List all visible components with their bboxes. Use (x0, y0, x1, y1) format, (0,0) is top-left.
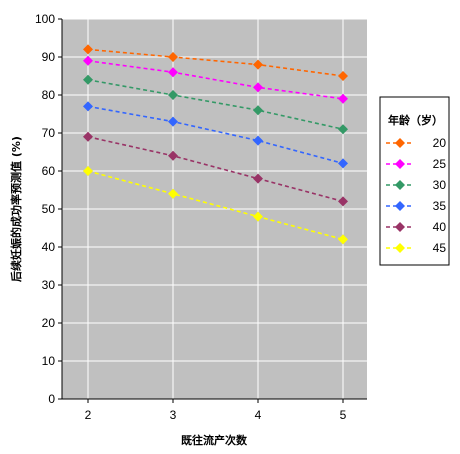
data-point (338, 93, 348, 104)
legend-label: 30 (433, 178, 447, 192)
y-tick-label: 10 (42, 354, 56, 368)
series-line (87, 79, 344, 130)
y-tick-label: 90 (42, 50, 56, 64)
data-point (83, 74, 93, 85)
series-line (87, 60, 344, 100)
x-tick-label: 4 (255, 408, 262, 422)
data-point (253, 211, 263, 222)
y-axis: 0 10 20 30 40 50 60 70 80 90 100 (35, 12, 63, 406)
series-40 (83, 131, 348, 207)
legend-marker (395, 159, 405, 169)
data-point (338, 234, 348, 245)
legend-label: 35 (433, 199, 447, 213)
series-20 (83, 44, 348, 81)
series-line (87, 170, 344, 241)
data-point (253, 59, 263, 70)
legend-marker (395, 201, 405, 211)
data-point (338, 124, 348, 135)
legend-label: 45 (433, 241, 447, 255)
legend-marker (395, 222, 405, 232)
y-tick-label: 20 (42, 316, 56, 330)
legend-box (379, 96, 450, 266)
series-30 (83, 74, 348, 135)
y-tick-label: 30 (42, 278, 56, 292)
legend: 年龄（岁） 20 25 30 35 40 45 (379, 96, 450, 266)
x-tick-label: 3 (170, 408, 177, 422)
x-axis: 2 3 4 5 (62, 398, 367, 422)
y-tick-label: 60 (42, 164, 56, 178)
series-35 (83, 101, 348, 169)
data-point (168, 116, 178, 127)
series-line (87, 105, 344, 165)
legend-item: 40 (386, 220, 446, 234)
y-axis-title: 后续妊娠的成功率预测值 (%) (9, 136, 23, 282)
legend-item: 45 (386, 241, 446, 255)
legend-item: 20 (386, 136, 446, 150)
data-point (253, 173, 263, 184)
y-tick-label: 40 (42, 240, 56, 254)
data-point (168, 52, 178, 62)
series-45 (83, 166, 348, 245)
data-point (253, 105, 263, 116)
grid-layer (62, 18, 367, 400)
data-point (168, 67, 178, 78)
legend-marker (395, 180, 405, 190)
data-point (83, 166, 93, 176)
legend-items: 20 25 30 35 40 45 (386, 136, 446, 255)
series-25 (83, 55, 348, 104)
y-tick-label: 70 (42, 126, 56, 140)
legend-marker (395, 243, 405, 253)
series-layer (83, 44, 348, 245)
data-point (338, 158, 348, 169)
y-tick-label: 0 (48, 392, 55, 406)
x-tick-label: 2 (85, 408, 92, 422)
data-point (83, 44, 93, 55)
legend-label: 40 (433, 220, 447, 234)
data-point (338, 196, 348, 207)
data-point (338, 71, 348, 81)
legend-item: 30 (386, 178, 446, 192)
legend-title: 年龄（岁） (388, 113, 443, 127)
y-tick-label: 50 (42, 202, 56, 216)
x-axis-title: 既往流产次数 (181, 433, 248, 447)
legend-label: 20 (433, 136, 447, 150)
data-point (253, 135, 263, 146)
data-point (168, 90, 178, 100)
data-point (168, 150, 178, 161)
legend-marker (395, 138, 405, 148)
data-point (168, 188, 178, 199)
data-point (83, 101, 93, 112)
y-tick-label: 80 (42, 88, 56, 102)
series-line (87, 136, 344, 203)
series-line (87, 48, 344, 77)
legend-item: 35 (386, 199, 446, 213)
data-point (83, 131, 93, 142)
data-point (83, 55, 93, 66)
data-point (253, 82, 263, 93)
y-tick-label: 100 (35, 12, 55, 26)
legend-label: 25 (433, 157, 447, 171)
x-tick-label: 5 (340, 408, 347, 422)
legend-item: 25 (386, 157, 446, 171)
